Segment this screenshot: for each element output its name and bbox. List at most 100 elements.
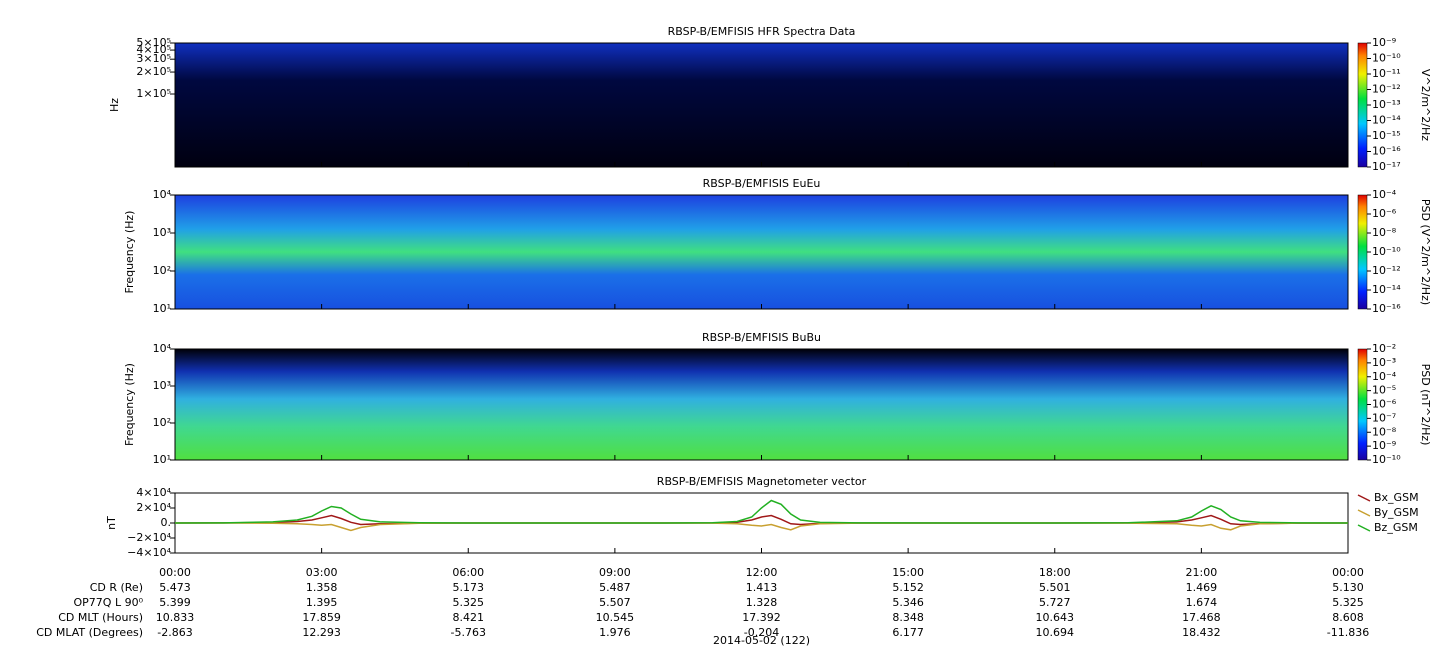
- series-line: [174, 514, 1349, 526]
- colorbar-tick-label: 10⁻⁹: [1372, 36, 1396, 49]
- ephemeris-label: CD MLT (Hours): [58, 611, 143, 624]
- ephemeris-value: -2.863: [157, 626, 192, 639]
- y-tick-label: −4×10⁴: [127, 546, 171, 559]
- y-axis-label: Hz: [108, 98, 121, 112]
- ephemeris-value: 5.473: [159, 581, 191, 594]
- colorbar-tick-label: 10⁻¹⁶: [1372, 145, 1401, 158]
- panel-title: RBSP-B/EMFISIS HFR Spectra Data: [668, 25, 856, 38]
- y-tick-label: 0.: [161, 516, 172, 529]
- ephemeris-value: 1.674: [1186, 596, 1218, 609]
- colorbar-tick-label: 10⁻¹²: [1372, 264, 1401, 277]
- ephemeris-value: 1.358: [306, 581, 338, 594]
- colorbar-tick-label: 10⁻¹⁴: [1372, 114, 1401, 127]
- y-tick-label: 10¹: [153, 453, 171, 466]
- colorbar-tick-label: 10⁻⁷: [1372, 411, 1396, 424]
- colorbar-tick-label: 10⁻¹⁷: [1372, 160, 1401, 173]
- ephemeris-value: -11.836: [1327, 626, 1369, 639]
- x-tick-label: 00:00: [1332, 566, 1364, 579]
- colorbar-tick-label: 10⁻¹²: [1372, 83, 1401, 96]
- ephemeris-value: 18.432: [1182, 626, 1221, 639]
- ephemeris-value: 5.487: [599, 581, 631, 594]
- x-tick-label: 18:00: [1039, 566, 1071, 579]
- ephemeris-label: OP77Q L 90⁰: [74, 596, 144, 609]
- x-tick-label: 00:00: [159, 566, 191, 579]
- legend-swatch: [1357, 494, 1371, 502]
- colorbar-tick-label: 10⁻⁸: [1372, 425, 1397, 438]
- colorbar-tick-label: 10⁻¹⁴: [1372, 283, 1401, 296]
- x-tick-label: 09:00: [599, 566, 631, 579]
- y-tick-label: 5×10⁵: [136, 36, 171, 49]
- y-tick-label: 3×10⁵: [136, 52, 171, 65]
- colorbar-tick-label: 10⁻⁹: [1372, 439, 1396, 452]
- colorbar-tick-label: 10⁻¹³: [1372, 98, 1401, 111]
- y-tick-label: 10²: [153, 416, 171, 429]
- colorbar-tick-label: 10⁻³: [1372, 356, 1396, 369]
- y-tick-label: 1×10⁵: [136, 87, 171, 100]
- ephemeris-value: 1.328: [746, 596, 778, 609]
- y-tick-label: 4×10⁴: [136, 486, 171, 499]
- colorbar-tick-label: 10⁻¹⁶: [1372, 302, 1401, 315]
- colorbar-label: V^2/m^2/Hz: [1419, 69, 1432, 141]
- ephemeris-value: -0.204: [744, 626, 779, 639]
- ephemeris-value: 17.468: [1182, 611, 1221, 624]
- ephemeris-value: 5.507: [599, 596, 631, 609]
- colorbar-tick-label: 10⁻²: [1372, 342, 1396, 355]
- y-tick-label: 10³: [153, 226, 171, 239]
- y-tick-label: 10¹: [153, 302, 171, 315]
- legend-swatch: [1357, 524, 1371, 532]
- ephemeris-value: 17.392: [742, 611, 781, 624]
- legend-swatch: [1357, 509, 1371, 517]
- colorbar-tick-label: 10⁻¹¹: [1372, 67, 1401, 80]
- colorbar: [1357, 42, 1368, 168]
- y-tick-label: 10²: [153, 264, 171, 277]
- x-tick-label: 06:00: [452, 566, 484, 579]
- ephemeris-value: 12.293: [302, 626, 341, 639]
- ephemeris-value: 1.413: [746, 581, 778, 594]
- ephemeris-value: 5.325: [453, 596, 485, 609]
- colorbar-tick-label: 10⁻⁵: [1372, 384, 1396, 397]
- colorbar-tick-label: 10⁻¹⁰: [1372, 52, 1401, 65]
- y-axis-label: Frequency (Hz): [123, 211, 136, 294]
- colorbar-tick-label: 10⁻⁸: [1372, 226, 1397, 239]
- ephemeris-label: CD R (Re): [90, 581, 143, 594]
- ephemeris-value: 8.421: [453, 611, 485, 624]
- spectrogram-image: [175, 195, 1348, 309]
- legend-label: Bx_GSM: [1374, 491, 1419, 504]
- colorbar-tick-label: 10⁻¹⁵: [1372, 129, 1401, 142]
- ephemeris-value: 10.833: [156, 611, 195, 624]
- ephemeris-value: 5.130: [1332, 581, 1364, 594]
- ephemeris-value: -5.763: [451, 626, 486, 639]
- colorbar-label: PSD (nT^2/Hz): [1419, 364, 1432, 446]
- colorbar-label: PSD (V^2/m^2/Hz): [1419, 199, 1432, 305]
- ephemeris-value: 10.643: [1036, 611, 1075, 624]
- colorbar-tick-label: 10⁻¹⁰: [1372, 453, 1401, 466]
- panel-title: RBSP-B/EMFISIS EuEu: [703, 177, 821, 190]
- ephemeris-value: 5.152: [892, 581, 924, 594]
- colorbar-tick-label: 10⁻⁴: [1372, 188, 1397, 201]
- ephemeris-value: 5.399: [159, 596, 191, 609]
- x-tick-label: 12:00: [746, 566, 778, 579]
- y-tick-label: 10⁴: [153, 188, 172, 201]
- ephemeris-value: 5.325: [1332, 596, 1364, 609]
- y-tick-label: −2×10⁴: [127, 531, 171, 544]
- date-label: 2014-05-02 (122): [713, 634, 810, 647]
- x-tick-label: 15:00: [892, 566, 924, 579]
- x-tick-label: 03:00: [306, 566, 338, 579]
- colorbar-tick-label: 10⁻¹⁰: [1372, 245, 1401, 258]
- ephemeris-value: 1.976: [599, 626, 631, 639]
- ephemeris-value: 10.694: [1036, 626, 1075, 639]
- y-tick-label: 2×10⁵: [136, 65, 171, 78]
- ephemeris-value: 1.469: [1186, 581, 1218, 594]
- x-tick-label: 21:00: [1186, 566, 1218, 579]
- ephemeris-value: 5.173: [453, 581, 485, 594]
- ephemeris-value: 8.348: [892, 611, 924, 624]
- ephemeris-value: 5.346: [892, 596, 924, 609]
- ephemeris-value: 5.727: [1039, 596, 1071, 609]
- y-tick-label: 10³: [153, 379, 171, 392]
- y-axis-label: nT: [105, 516, 118, 530]
- y-tick-label: 4×10⁵: [136, 43, 171, 56]
- series-line: [174, 499, 1349, 524]
- spectrogram-image: [175, 349, 1348, 460]
- colorbar-tick-label: 10⁻⁶: [1372, 207, 1397, 220]
